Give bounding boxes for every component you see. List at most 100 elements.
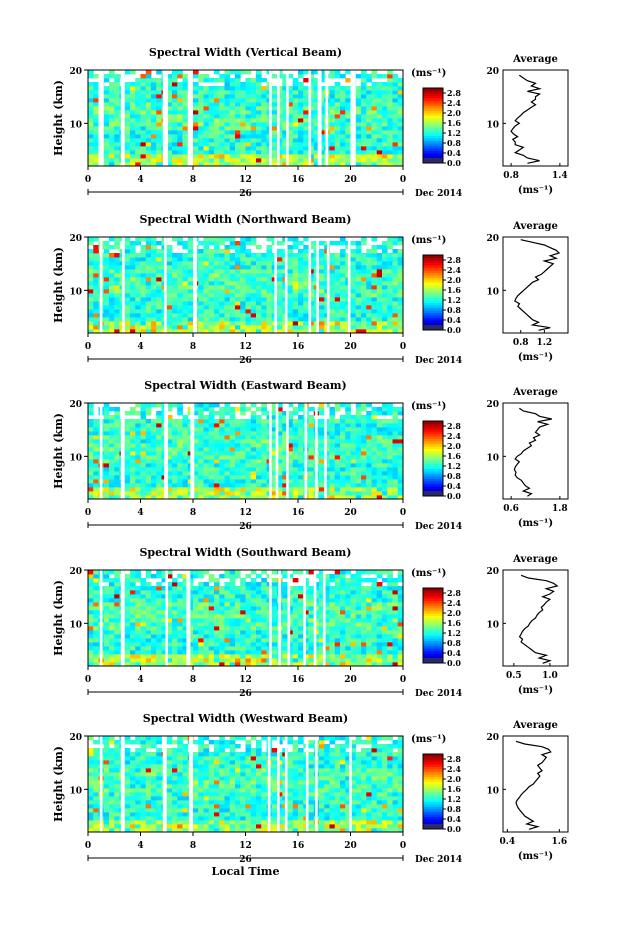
heatmap-cell	[261, 451, 267, 456]
heatmap-cell	[256, 297, 262, 302]
heatmap-cell	[208, 483, 215, 488]
heatmap-cell	[308, 289, 315, 294]
heatmap-cell	[334, 467, 341, 472]
heatmap-cell	[361, 138, 367, 143]
heatmap-cell	[250, 305, 257, 310]
heatmap-cell	[88, 305, 94, 310]
colorbar-swatch	[423, 105, 443, 109]
heatmap-cell	[140, 110, 147, 115]
heatmap-cell	[187, 253, 194, 258]
heatmap-cell	[103, 269, 110, 274]
heatmap-cell	[172, 594, 178, 599]
heatmap-cell	[198, 98, 204, 103]
heatmap-cell	[292, 102, 299, 107]
heatmap-cell	[261, 439, 267, 444]
heatmap-cell	[203, 602, 210, 607]
heatmap-cell	[392, 130, 399, 135]
heatmap-cell	[177, 281, 183, 286]
heatmap-cell	[166, 114, 173, 119]
heatmap-cell	[256, 487, 262, 492]
heatmap-cell	[182, 122, 189, 127]
heatmap-cell	[172, 455, 178, 460]
heatmap-cell	[214, 110, 220, 115]
heatmap-cell	[245, 237, 252, 242]
heatmap-cell	[124, 590, 131, 595]
heatmap-cell	[109, 439, 115, 444]
heatmap-cell	[214, 146, 220, 151]
heatmap-cell	[88, 249, 94, 254]
heatmap-cell	[208, 277, 215, 282]
heatmap-cell	[156, 138, 162, 143]
heatmap-cell	[340, 289, 346, 294]
heatmap-cell	[277, 162, 283, 167]
colorbar-tick-label: 0.4	[447, 481, 461, 491]
heatmap-cell	[345, 126, 351, 131]
heatmap-cell	[135, 130, 141, 135]
heatmap-cell	[345, 146, 351, 151]
heatmap-cell	[208, 94, 215, 99]
x-tick-label: 4	[137, 175, 143, 185]
heatmap-cell	[156, 491, 162, 496]
heatmap-cell	[308, 102, 315, 107]
heatmap-cell	[182, 281, 189, 286]
heatmap-cell	[256, 495, 262, 500]
heatmap-cell	[245, 150, 252, 155]
heatmap-cell	[114, 118, 120, 123]
heatmap-cell	[109, 281, 115, 286]
heatmap-cell	[245, 273, 252, 278]
heatmap-cell	[355, 277, 362, 282]
heatmap-cell	[329, 455, 336, 460]
heatmap-cell	[382, 98, 388, 103]
heatmap-cell	[156, 313, 162, 318]
heatmap-cell	[371, 134, 378, 139]
heatmap-cell	[214, 122, 220, 127]
heatmap-cell	[219, 443, 225, 448]
heatmap-cell	[140, 459, 147, 464]
heatmap-cell	[329, 134, 336, 139]
heatmap-cell	[313, 106, 320, 111]
heatmap-cell	[271, 443, 278, 448]
heatmap-cell	[182, 118, 189, 123]
heatmap-cell	[392, 293, 399, 298]
heatmap-cell	[224, 447, 231, 452]
heatmap-cell	[229, 269, 236, 274]
heatmap-cell	[250, 411, 257, 416]
data-gap	[274, 237, 277, 333]
heatmap-cell	[235, 241, 241, 246]
heatmap-cell	[282, 78, 288, 83]
heatmap-cell	[114, 598, 120, 603]
heatmap-cell	[366, 415, 372, 420]
data-gap	[286, 403, 289, 499]
heatmap-cell	[256, 455, 262, 460]
heatmap-cell	[303, 325, 309, 330]
heatmap-cell	[172, 257, 178, 262]
heatmap-cell	[130, 317, 136, 322]
heatmap-cell	[135, 646, 141, 651]
heatmap-cell	[224, 614, 231, 619]
heatmap-cell	[88, 431, 94, 436]
heatmap-cell	[256, 459, 262, 464]
heatmap-cell	[277, 491, 283, 496]
heatmap-cell	[156, 606, 162, 611]
heatmap-cell	[166, 142, 173, 147]
heatmap-cell	[287, 439, 294, 444]
heatmap-cell	[245, 253, 252, 258]
heatmap-cell	[124, 253, 131, 258]
heatmap-cell	[355, 106, 362, 111]
heatmap-cell	[145, 491, 152, 496]
data-gap	[324, 403, 327, 499]
heatmap-cell	[224, 630, 231, 635]
heatmap-cell	[182, 98, 189, 103]
panel-4: Spectral Width (Southward Beam)2010Heigh…	[52, 546, 569, 699]
heatmap-cell	[145, 301, 152, 306]
heatmap-cell	[345, 479, 351, 484]
heatmap-cell	[229, 475, 236, 480]
heatmap-cell	[214, 134, 220, 139]
heatmap-cell	[93, 257, 99, 262]
heatmap-cell	[298, 154, 304, 159]
heatmap-cell	[245, 86, 252, 91]
date-day: 26	[239, 356, 252, 366]
heatmap-cell	[355, 265, 362, 270]
heatmap-cell	[224, 86, 231, 91]
heatmap-cell	[93, 475, 99, 480]
